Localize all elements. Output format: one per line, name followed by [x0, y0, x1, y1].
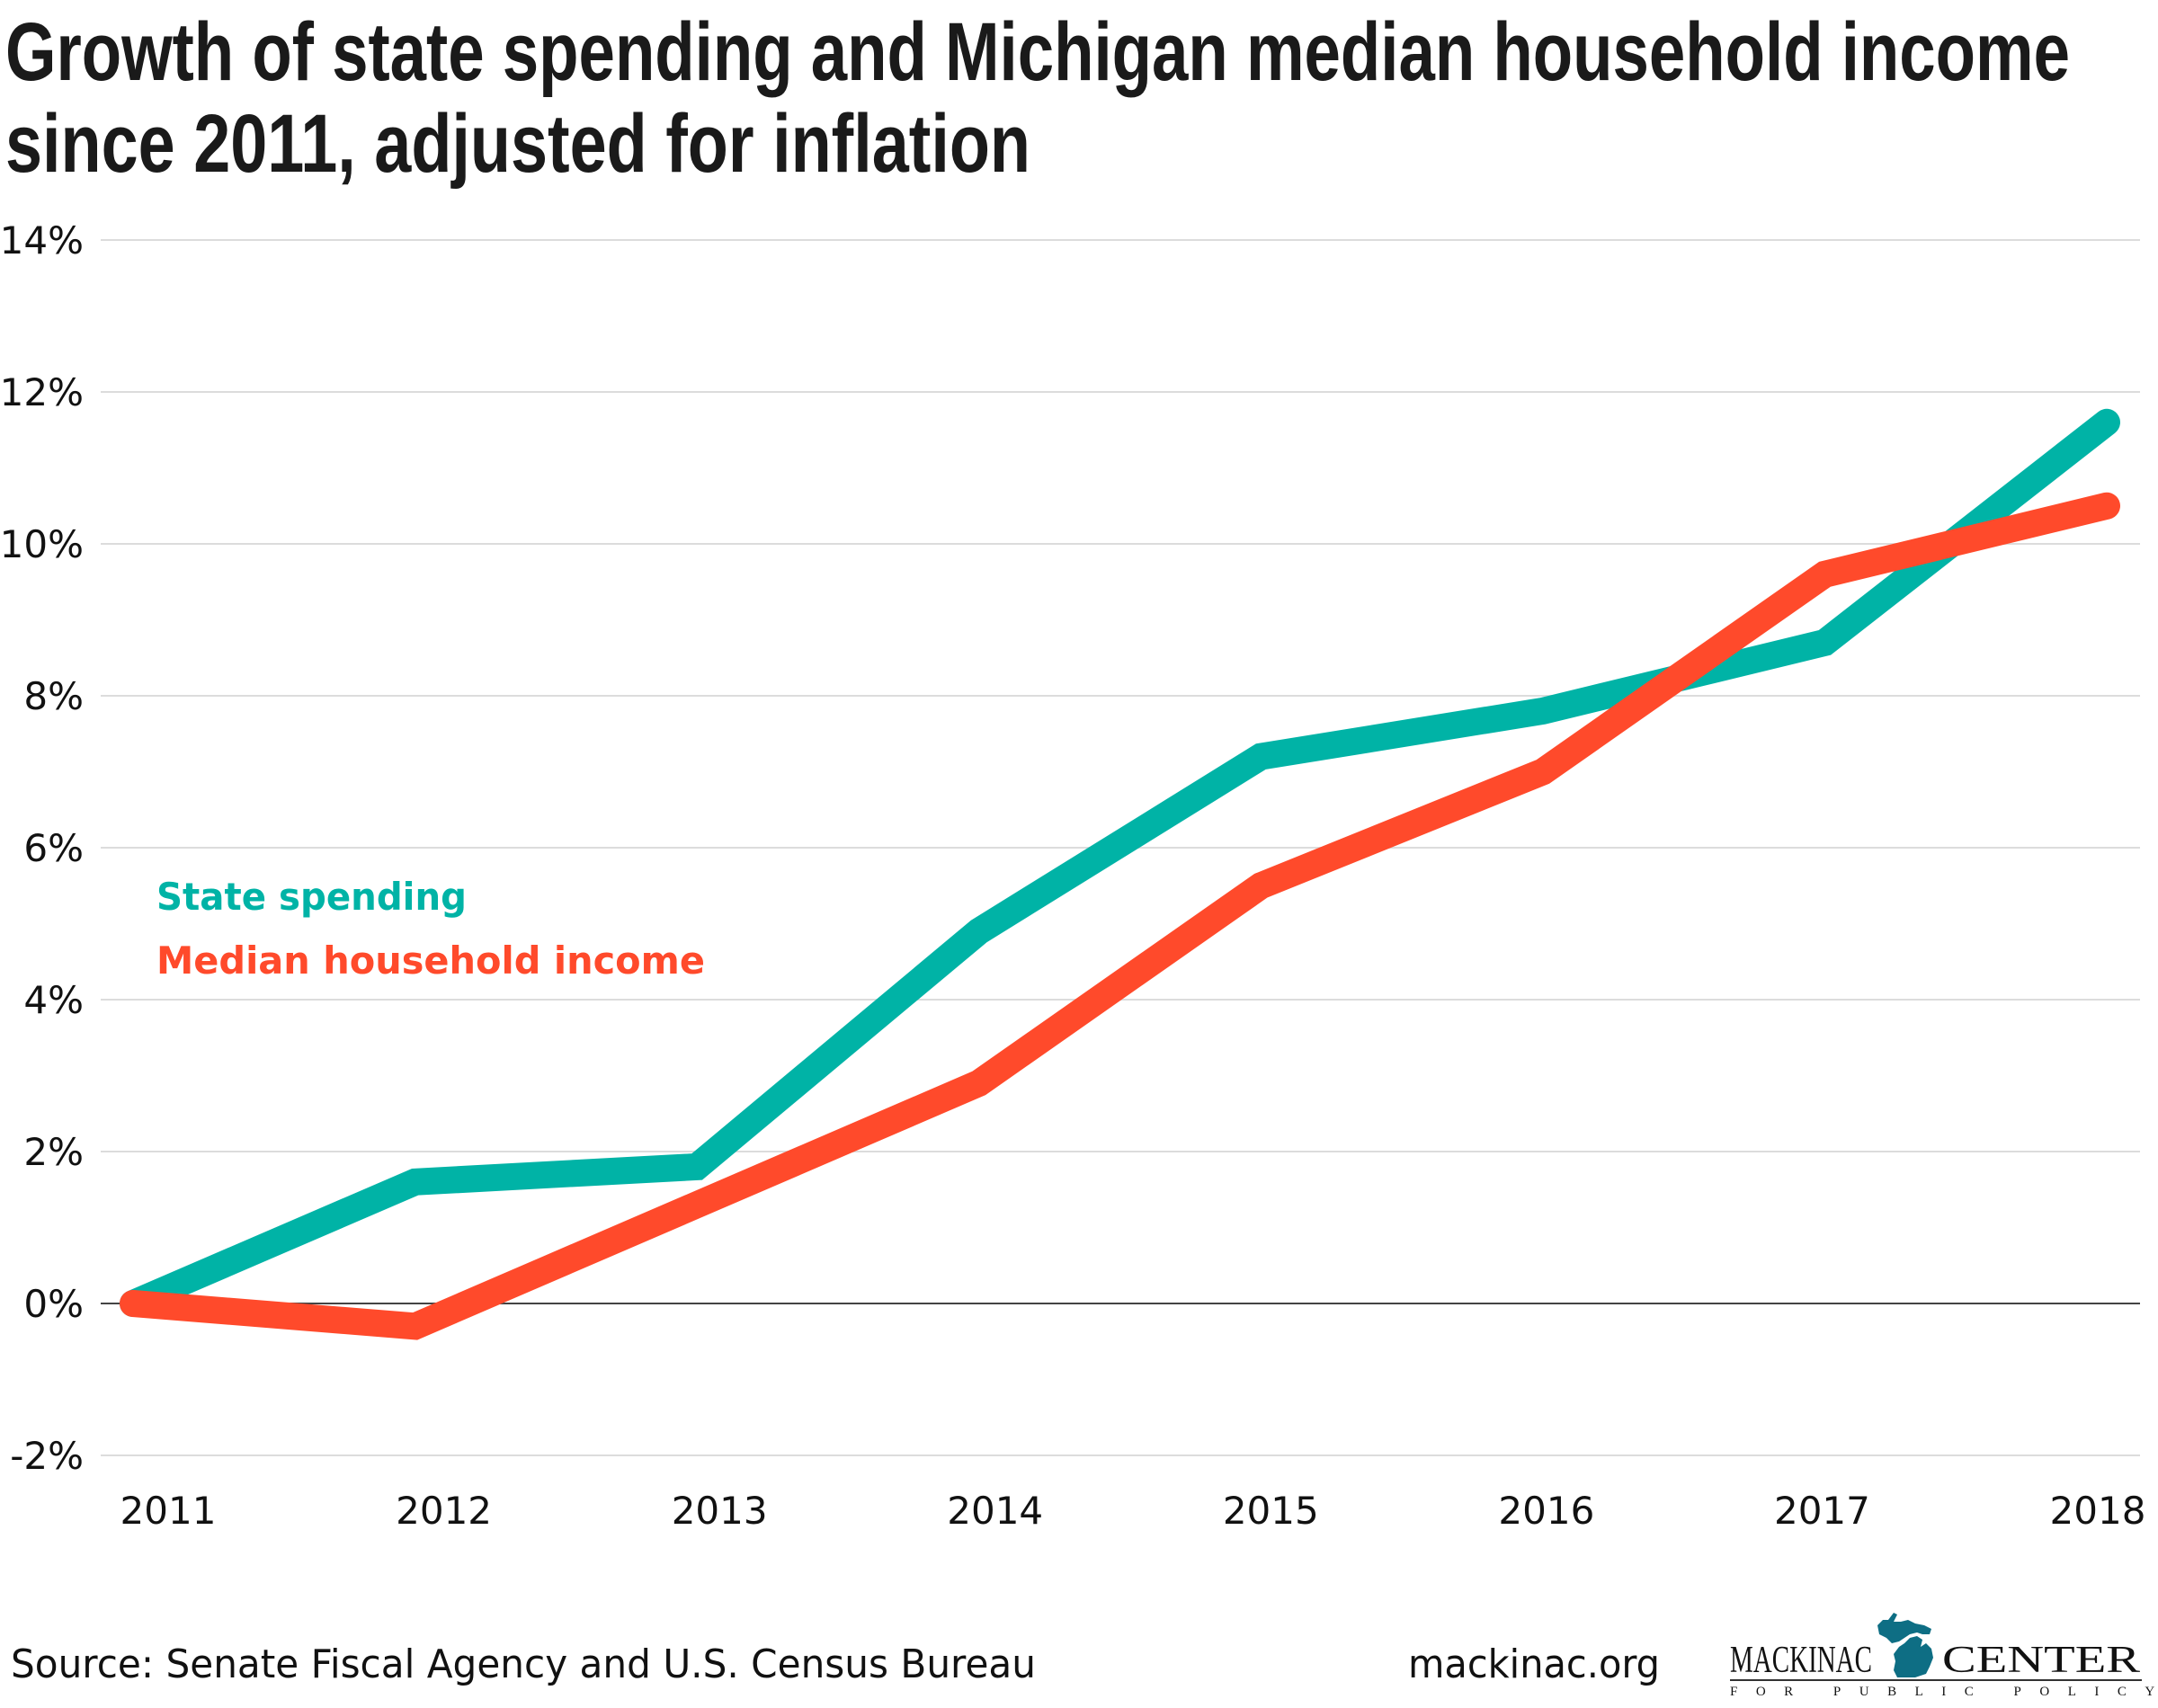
y-tick-label: -2%: [10, 1434, 84, 1478]
x-axis-ticks: 2011 2012 2013 2014 2015 2016 2017 2018: [120, 1489, 2146, 1533]
legend-item-median-household-income: Median household income: [156, 939, 705, 983]
mackinac-center-logo: MACKINAC CENTER FOR PUBLIC POLICY: [1728, 1607, 2158, 1704]
y-tick-label: 10%: [0, 522, 84, 566]
y-tick-label: 2%: [23, 1130, 84, 1174]
x-tick-label: 2014: [947, 1489, 1043, 1533]
legend: State spending Median household income: [156, 875, 705, 983]
y-tick-label: 6%: [23, 826, 84, 870]
series-lines: [120, 408, 2120, 1340]
x-tick-label: 2018: [2050, 1489, 2146, 1533]
chart-title-line-1: Growth of state spending and Michigan me…: [5, 6, 2070, 98]
logo-subtitle: FOR PUBLIC POLICY: [1730, 1685, 2158, 1699]
x-tick-label: 2011: [120, 1489, 217, 1533]
logo-divider: [1730, 1679, 2142, 1681]
series-line-state-spending: [120, 408, 2120, 1317]
gridlines: [101, 239, 2140, 1456]
y-tick-label: 0%: [23, 1282, 84, 1326]
y-tick-label: 14%: [0, 218, 84, 262]
series-line-median-household-income: [120, 492, 2120, 1340]
logo-word-mackinac: MACKINAC: [1730, 1640, 1872, 1681]
y-axis-ticks: -2% 0% 2% 4% 6% 8% 10% 12% 14%: [0, 218, 84, 1478]
legend-item-state-spending: State spending: [156, 875, 467, 919]
michigan-map-icon: [1877, 1613, 1933, 1677]
source-note: Source: Senate Fiscal Agency and U.S. Ce…: [11, 1641, 1036, 1687]
chart-title-line-2: since 2011, adjusted for inflation: [5, 98, 1030, 190]
y-tick-label: 12%: [0, 370, 84, 414]
logo-word-center: CENTER: [1942, 1640, 2140, 1681]
x-tick-label: 2016: [1498, 1489, 1594, 1533]
line-chart: -2%0%2%4%6%8%10%12%14% 2011 2012 2013 2014 2…: [0, 218, 2146, 1533]
x-tick-label: 2017: [1774, 1489, 1870, 1533]
x-tick-label: 2012: [396, 1489, 492, 1533]
y-tick-label: 8%: [23, 674, 84, 718]
website-link[interactable]: mackinac.org: [1408, 1641, 1660, 1687]
y-tick-label: 4%: [23, 978, 84, 1022]
x-tick-label: 2013: [672, 1489, 768, 1533]
x-tick-label: 2015: [1223, 1489, 1319, 1533]
